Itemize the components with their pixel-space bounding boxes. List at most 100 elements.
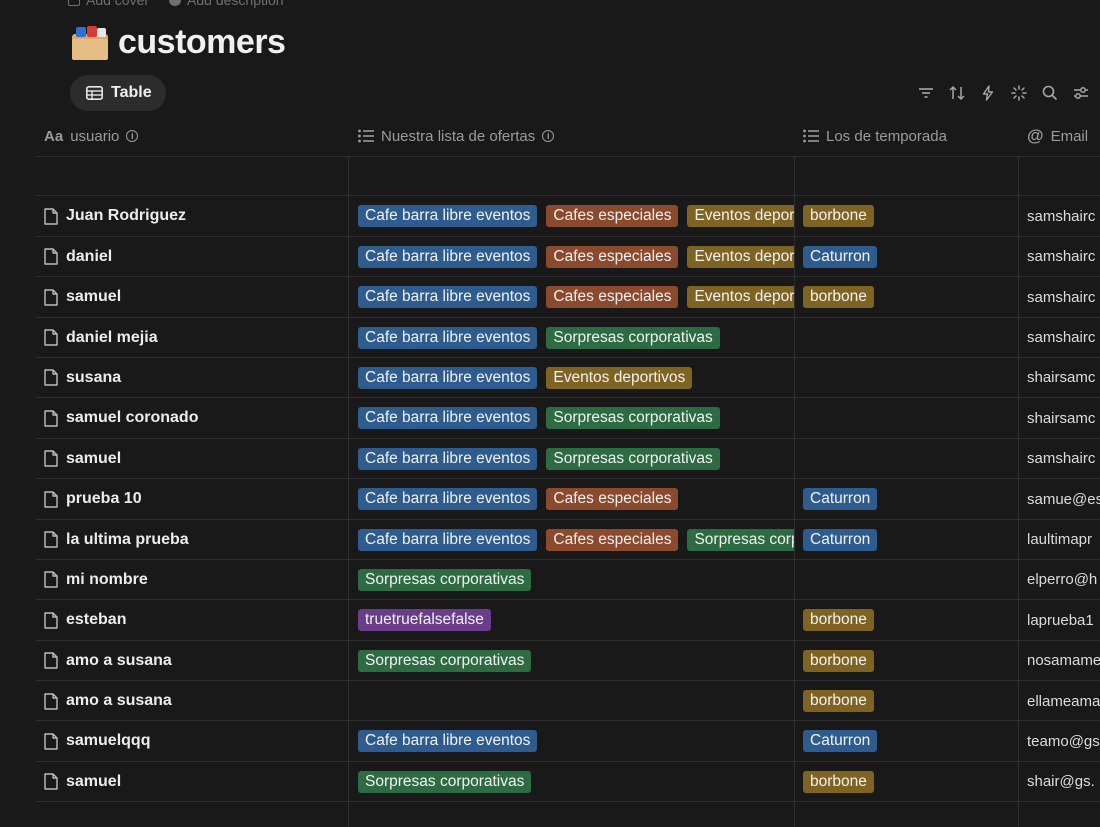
row-title[interactable]: esteban — [66, 611, 127, 629]
cell-temporada[interactable]: Caturron — [803, 479, 1017, 519]
cell-ofertas[interactable]: Cafe barra libre eventos Cafes especiales… — [358, 237, 794, 277]
search-button[interactable] — [1041, 82, 1059, 104]
cell-usuario[interactable]: esteban — [44, 600, 126, 640]
cell-usuario[interactable]: samuel — [44, 762, 121, 802]
cell-ofertas[interactable]: Cafe barra libre eventos Cafes especiales… — [358, 520, 794, 560]
column-divider[interactable] — [1018, 156, 1019, 827]
cell-temporada[interactable] — [803, 439, 1017, 479]
row-title[interactable]: daniel mejia — [66, 328, 158, 346]
cell-usuario[interactable]: samuel — [44, 439, 121, 479]
cell-usuario[interactable]: daniel — [44, 237, 112, 277]
cell-email[interactable]: teamo@gs — [1027, 721, 1100, 761]
cell-usuario[interactable]: amo a susana — [44, 681, 172, 721]
table-row[interactable]: amo a susana borbone ellameama — [36, 681, 1100, 722]
cell-ofertas[interactable]: Cafe barra libre eventos Cafes especiales… — [358, 196, 794, 236]
cell-email[interactable]: samshairc — [1027, 237, 1100, 277]
row-title[interactable]: samuel — [66, 449, 122, 467]
cell-email[interactable]: laultimapr — [1027, 520, 1100, 560]
cell-temporada[interactable]: borbone — [803, 196, 1017, 236]
cell-usuario[interactable]: samuelqqq — [44, 721, 150, 761]
cell-email[interactable]: elperro@h — [1027, 560, 1100, 600]
add-description-link[interactable]: Add description — [169, 0, 284, 8]
cell-email[interactable]: samshairc — [1027, 196, 1100, 236]
row-title[interactable]: samuel — [66, 288, 122, 306]
cell-ofertas[interactable]: Sorpresas corporativas — [358, 560, 794, 600]
table-row[interactable]: amo a susana Sorpresas corporativas borbon… — [36, 641, 1100, 682]
cell-usuario[interactable]: susana — [44, 358, 121, 398]
row-title[interactable]: samuelqqq — [66, 732, 151, 750]
table-row[interactable] — [36, 156, 1100, 197]
table-row[interactable]: la ultima prueba Cafe barra libre eventos… — [36, 520, 1100, 560]
cell-ofertas[interactable]: Cafe barra libre eventos — [358, 721, 794, 761]
cell-email[interactable]: samshairc — [1027, 277, 1100, 317]
row-title[interactable]: Juan Rodriguez — [66, 207, 187, 225]
cell-usuario[interactable]: daniel mejia — [44, 318, 158, 358]
row-title[interactable]: prueba 10 — [66, 490, 142, 508]
cell-ofertas[interactable]: Sorpresas corporativas — [358, 641, 794, 681]
card-index-folder-icon[interactable] — [70, 24, 110, 60]
table-row[interactable]: samuel Sorpresas corporativas borbone shair… — [36, 762, 1100, 803]
table-row[interactable]: samuel coronado Cafe barra libre eventos S… — [36, 398, 1100, 439]
cell-temporada[interactable]: borbone — [803, 600, 1017, 640]
cell-ofertas[interactable]: Cafe barra libre eventos Eventos deportiv… — [358, 358, 794, 398]
cell-temporada[interactable]: borbone — [803, 681, 1017, 721]
table-row[interactable]: samuel Cafe barra libre eventos Sorpresas … — [36, 439, 1100, 480]
info-icon[interactable]: i — [542, 130, 555, 142]
cell-email[interactable]: shair@gs. — [1027, 762, 1100, 802]
cell-temporada[interactable]: borbone — [803, 641, 1017, 681]
cell-email[interactable] — [1027, 156, 1100, 196]
cell-ofertas[interactable]: Cafe barra libre eventos Sorpresas corpor… — [358, 439, 794, 479]
table-row[interactable]: esteban truetruefalsefalse borbone laprueba… — [36, 600, 1100, 641]
cell-usuario[interactable]: Juan Rodriguez — [44, 196, 186, 236]
automations-button[interactable] — [979, 82, 997, 104]
cell-email[interactable]: shairsamc — [1027, 358, 1100, 398]
row-title[interactable]: susana — [66, 368, 122, 386]
cell-email[interactable]: samue@es — [1027, 479, 1100, 519]
view-settings-button[interactable] — [1072, 82, 1090, 104]
cell-temporada[interactable]: borbone — [803, 277, 1017, 317]
cell-ofertas[interactable]: Cafe barra libre eventos Sorpresas corpor… — [358, 318, 794, 358]
table-row[interactable]: daniel mejia Cafe barra libre eventos Sorp… — [36, 318, 1100, 358]
row-title[interactable]: samuel — [66, 772, 122, 790]
column-header-ofertas[interactable]: Nuestra lista de ofertas i — [358, 116, 555, 156]
table-row[interactable]: prueba 10 Cafe barra libre eventos Cafes e… — [36, 479, 1100, 520]
cell-usuario[interactable]: samuel coronado — [44, 398, 198, 438]
table-row[interactable]: susana Cafe barra libre eventos Eventos de… — [36, 358, 1100, 399]
row-title[interactable]: amo a susana — [66, 651, 172, 669]
row-title[interactable]: amo a susana — [66, 692, 172, 710]
cell-usuario[interactable]: prueba 10 — [44, 479, 142, 519]
info-icon[interactable]: i — [126, 130, 139, 142]
cell-email[interactable]: samshairc — [1027, 318, 1100, 358]
cell-usuario[interactable]: amo a susana — [44, 641, 172, 681]
cell-usuario[interactable]: mi nombre — [44, 560, 148, 600]
cell-ofertas[interactable]: Cafe barra libre eventos Cafes especiales… — [358, 277, 794, 317]
table-row[interactable]: daniel Cafe barra libre eventos Cafes espe… — [36, 237, 1100, 278]
cell-ofertas[interactable]: Cafe barra libre eventos Sorpresas corpor… — [358, 398, 794, 438]
sort-button[interactable] — [948, 82, 966, 104]
cell-usuario[interactable]: samuel — [44, 277, 121, 317]
table-row[interactable]: Juan Rodriguez Cafe barra libre eventos Ca… — [36, 196, 1100, 237]
cell-temporada[interactable]: Caturron — [803, 520, 1017, 560]
add-cover-link[interactable]: Add cover — [68, 0, 149, 8]
row-title[interactable]: mi nombre — [66, 570, 148, 588]
cell-temporada[interactable]: borbone — [803, 762, 1017, 802]
table-row[interactable]: samuel Cafe barra libre eventos Cafes espe… — [36, 277, 1100, 318]
cell-ofertas[interactable]: truetruefalsefalse — [358, 600, 794, 640]
view-tab-table[interactable]: Table — [70, 75, 166, 111]
cell-temporada[interactable] — [803, 398, 1017, 438]
cell-temporada[interactable] — [803, 318, 1017, 358]
page-title[interactable]: customers — [118, 22, 286, 61]
cell-email[interactable]: shairsamc — [1027, 398, 1100, 438]
column-divider[interactable] — [794, 156, 795, 827]
cell-temporada[interactable] — [803, 560, 1017, 600]
row-title[interactable]: samuel coronado — [66, 409, 199, 427]
cell-email[interactable]: samshairc — [1027, 439, 1100, 479]
filter-button[interactable] — [917, 82, 935, 104]
cell-ofertas[interactable] — [358, 156, 794, 196]
ai-button[interactable] — [1010, 82, 1028, 104]
cell-email[interactable]: nosamame — [1027, 641, 1100, 681]
cell-temporada[interactable]: Caturron — [803, 237, 1017, 277]
column-header-usuario[interactable]: Aa usuario i — [44, 116, 139, 156]
column-header-temporada[interactable]: Los de temporada — [803, 116, 947, 156]
cell-ofertas[interactable] — [358, 681, 794, 721]
